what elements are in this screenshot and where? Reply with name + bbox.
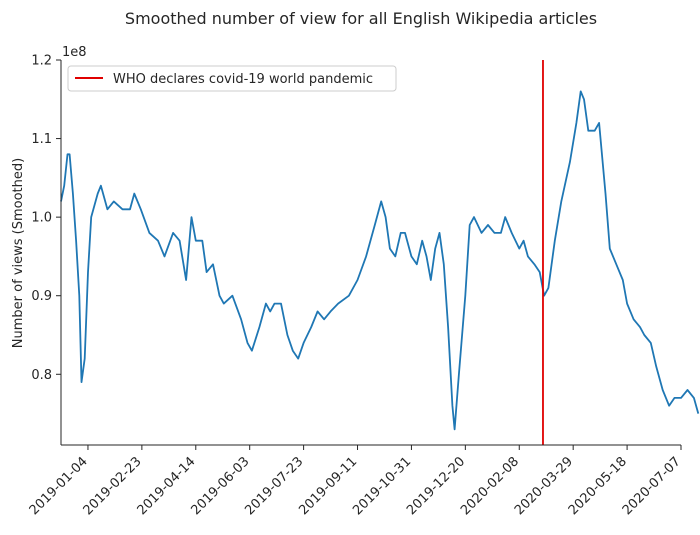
plot-area xyxy=(60,60,700,445)
y-axis-ticks: 0.8 0.9 1.0 1.1 1.2 xyxy=(31,54,61,383)
chart-title: Smoothed number of view for all English … xyxy=(125,9,597,28)
y-tick-label: 0.9 xyxy=(31,289,52,304)
legend: WHO declares covid-19 world pandemic xyxy=(67,65,397,92)
y-tick-label: 0.8 xyxy=(31,368,52,383)
y-tick-label: 1.0 xyxy=(31,211,52,226)
x-tick-label: 2020-07-07 xyxy=(620,454,684,518)
y-offset-label: 1e8 xyxy=(62,45,87,60)
legend-box xyxy=(67,65,397,92)
y-tick-label: 1.1 xyxy=(31,132,52,147)
y-tick-label: 1.2 xyxy=(31,54,52,69)
series-line xyxy=(60,90,700,431)
y-axis-label: Number of views (Smoothed) xyxy=(11,158,26,348)
x-axis-ticks: 2019-01-042019-02-232019-04-142019-06-03… xyxy=(27,445,684,518)
legend-label: WHO declares covid-19 world pandemic xyxy=(113,72,373,87)
